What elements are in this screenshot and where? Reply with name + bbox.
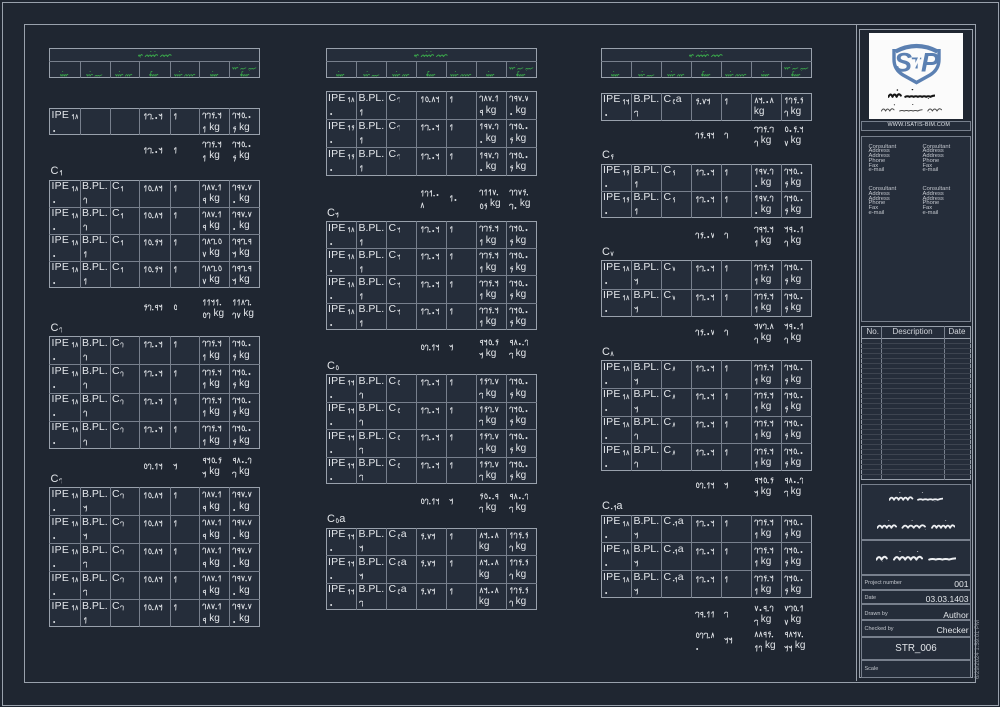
svg-text:S: S [894,48,912,78]
svg-text:P: P [921,48,940,78]
